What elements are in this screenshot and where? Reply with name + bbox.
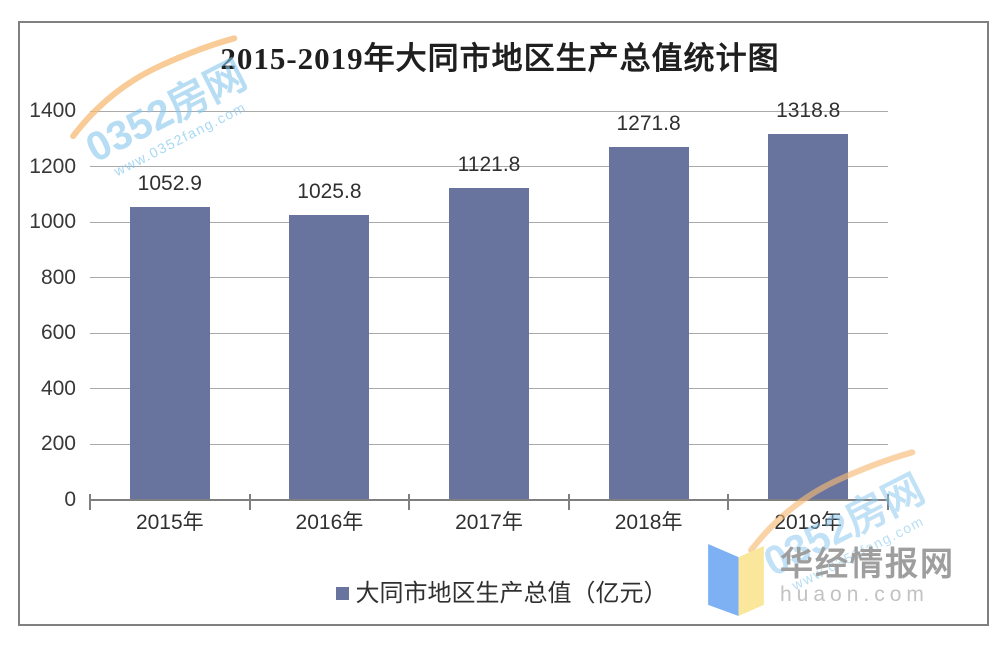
bar-value-label: 1271.8: [616, 111, 681, 135]
x-axis-label: 2015年: [135, 511, 204, 534]
y-axis-label: 0: [64, 488, 76, 511]
x-axis-label: 2018年: [614, 511, 683, 534]
bar-value-label: 1025.8: [297, 179, 362, 203]
site-domain: huaon.com: [780, 583, 929, 606]
x-axis-label: 2017年: [455, 511, 523, 534]
y-axis-label: 1000: [29, 210, 76, 234]
y-axis-label: 400: [40, 376, 76, 400]
legend-swatch-icon: [335, 587, 349, 600]
y-axis-label: 1400: [29, 99, 76, 122]
axis-tick: [248, 494, 251, 510]
chart-title: 2015-2019年大同市地区生产总值统计图: [220, 41, 780, 76]
y-axis-label: 600: [40, 321, 76, 345]
site-logo-flag-icon: [708, 544, 764, 616]
bar-value-label: 1318.8: [776, 98, 841, 122]
gridline: [90, 110, 888, 112]
axis-tick: [408, 494, 411, 510]
chart-legend: 大同市地区生产总值（亿元）: [18, 579, 985, 608]
bar-value-label: 1052.9: [137, 172, 202, 196]
site-badge: 华经情报网 huaon.com: [708, 544, 955, 616]
x-axis-label: 2016年: [295, 511, 364, 534]
axis-tick: [727, 494, 730, 510]
bar: [129, 207, 210, 500]
axis-tick: [89, 494, 91, 510]
gridline: [90, 166, 888, 168]
y-axis-label: 800: [40, 265, 76, 289]
x-axis-line: [89, 499, 889, 501]
bar: [289, 214, 370, 500]
bar: [608, 146, 689, 500]
bar-value-label: 1121.8: [457, 153, 521, 177]
y-axis-label: 200: [40, 432, 76, 456]
bar: [449, 188, 529, 500]
axis-tick: [887, 494, 889, 510]
axis-tick: [567, 494, 570, 510]
site-name: 华经情报网: [780, 545, 955, 582]
bar: [768, 133, 849, 500]
site-badge-text: 华经情报网 huaon.com: [780, 547, 955, 606]
legend-label: 大同市地区生产总值（亿元）: [355, 580, 668, 607]
y-axis-label: 1200: [29, 154, 76, 178]
x-axis-label: 2019年: [774, 511, 843, 534]
